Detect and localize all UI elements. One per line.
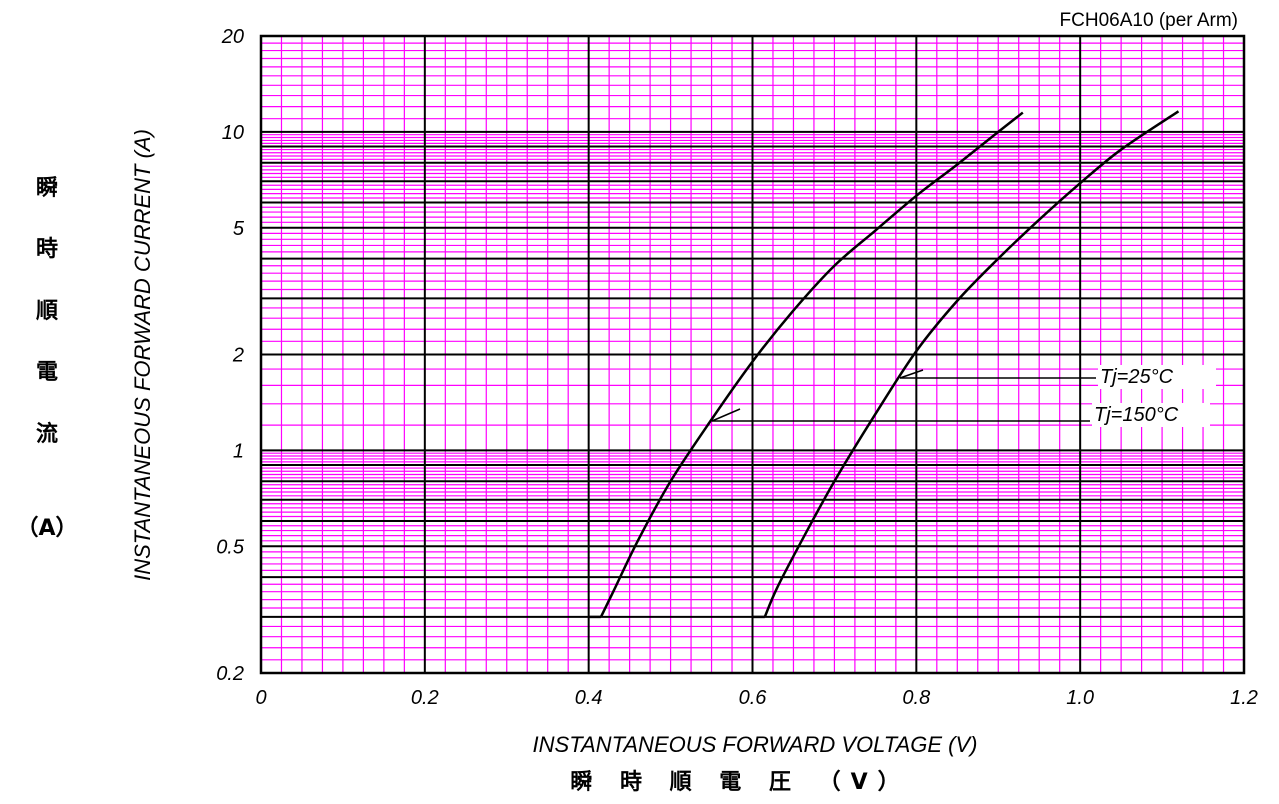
x-tick-label: 0.6 <box>739 687 768 709</box>
y-tick-label: 1 <box>233 440 244 462</box>
x-tick-label: 1.0 <box>1066 687 1094 709</box>
x-tick-label: 1.2 <box>1230 687 1258 709</box>
callout-tip-1 <box>711 408 741 422</box>
x-axis-title: INSTANTANEOUS FORWARD VOLTAGE (V) <box>533 732 978 757</box>
series-label-1: Tj=150°C <box>1094 404 1179 426</box>
y-cjk-char: 電 <box>36 360 58 385</box>
y-cjk-char: 時 <box>36 237 58 262</box>
y-tick-label: 2 <box>232 345 244 367</box>
x-tick-label: 0.2 <box>411 687 439 709</box>
series-line-0 <box>599 111 1024 618</box>
curves <box>588 110 1180 619</box>
x-tick-label: 0.4 <box>575 687 603 709</box>
x-tick-label: 0.8 <box>902 687 930 709</box>
callout-tip-0 <box>899 369 924 379</box>
y-tick-label: 10 <box>222 122 244 144</box>
y-tick-label: 0.2 <box>216 663 244 685</box>
x-tick-label: 0 <box>255 687 266 709</box>
plot-frame <box>259 34 1246 675</box>
chart-title: FCH06A10 (per Arm) <box>1060 10 1238 31</box>
y-cjk-char: 流 <box>36 421 58 447</box>
callout-label-bg-1 <box>1092 403 1210 427</box>
y-tick-label: 0.5 <box>216 536 245 558</box>
series-callouts: Tj=25°C Tj=150°C <box>711 365 1216 427</box>
y-axis-title: INSTANTANEOUS FORWARD CURRENT (A) <box>130 129 155 581</box>
y-cjk-char: 瞬 <box>36 176 58 201</box>
y-tick-label: 20 <box>221 26 244 48</box>
y-cjk-char: 順 <box>36 299 59 324</box>
tick-labels: 0 0.2 0.4 0.6 0.8 1.0 1.2 20 10 5 2 1 0.5 0.2 <box>216 26 1258 709</box>
x-axis-title-cjk: 瞬 時 順 電 圧 （V） <box>570 770 909 795</box>
callout-label-bg-0 <box>1098 365 1216 389</box>
series-line-1 <box>763 110 1180 618</box>
series-label-0: Tj=25°C <box>1100 366 1174 388</box>
major-grid <box>259 34 1246 675</box>
y-tick-label: 5 <box>233 218 245 240</box>
y-cjk-char: （A） <box>16 516 77 541</box>
